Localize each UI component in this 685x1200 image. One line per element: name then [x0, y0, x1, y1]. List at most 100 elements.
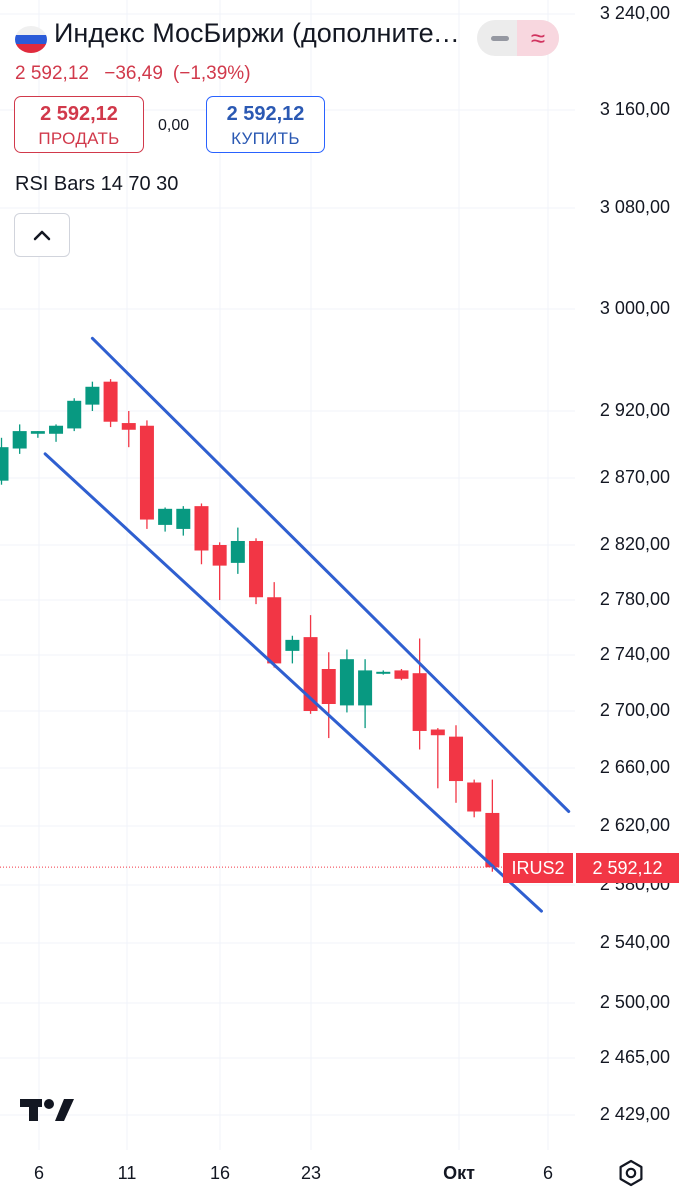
sell-price: 2 592,12 [40, 103, 118, 125]
price-axis-label: 2 820,00 [599, 534, 670, 554]
price-axis-label: 2 920,00 [599, 400, 670, 420]
candle-body [358, 670, 373, 706]
candle-body [212, 545, 227, 566]
candle [176, 506, 191, 536]
candle-body [412, 673, 427, 731]
price-axis-label: 2 870,00 [599, 467, 670, 487]
time-axis-label: 23 [300, 1163, 322, 1183]
candle-body [376, 671, 391, 674]
candle [158, 507, 173, 532]
time-axis-label: 6 [542, 1163, 554, 1183]
candle [194, 503, 209, 565]
candle-body [103, 381, 118, 422]
candle [321, 652, 336, 739]
candle-body [139, 425, 154, 520]
candle-body [485, 812, 500, 868]
candle [49, 424, 64, 442]
candle [85, 381, 100, 411]
candle-body [194, 506, 209, 551]
collapse-legend-button[interactable] [14, 213, 70, 257]
last-price-ticker-tag: IRUS2 [503, 853, 573, 883]
candle [121, 411, 136, 448]
candle [67, 398, 82, 432]
buy-label: КУПИТЬ [231, 129, 300, 148]
candle-body [67, 400, 82, 429]
candle-body [49, 425, 64, 434]
candle [430, 728, 445, 789]
candle [249, 538, 264, 605]
candle-body [85, 386, 100, 405]
price-axis-label: 2 540,00 [599, 932, 670, 952]
time-axis-label: 6 [33, 1163, 45, 1183]
price-axis-label: 2 620,00 [599, 815, 670, 835]
candle-body [12, 431, 27, 449]
candle-body [267, 597, 282, 664]
price-axis-label: 2 660,00 [599, 757, 670, 777]
candle [230, 527, 245, 574]
candle [139, 420, 154, 529]
buy-button[interactable]: 2 592,12 КУПИТЬ [206, 96, 325, 153]
price-axis-label: 3 000,00 [599, 298, 670, 318]
time-axis-label: 11 [117, 1163, 137, 1183]
candle [467, 779, 482, 818]
candle [358, 659, 373, 729]
russia-flag-icon [15, 26, 47, 53]
current-price: 2 592,12 [15, 63, 89, 84]
candle-body [249, 540, 264, 598]
price-axis-label: 3 240,00 [599, 3, 670, 23]
sell-button[interactable]: 2 592,12 ПРОДАТЬ [14, 96, 144, 153]
candle-body [158, 508, 173, 525]
time-axis-label: 16 [209, 1163, 231, 1183]
chart-type-toggle[interactable]: ≈ [477, 20, 559, 56]
candle [449, 725, 463, 803]
channel-upper-line[interactable] [90, 336, 571, 813]
wave-icon[interactable]: ≈ [517, 20, 559, 56]
price-change-pct: (−1,39%) [172, 63, 251, 84]
price-axis-label: 2 780,00 [599, 589, 670, 609]
candle [339, 649, 354, 713]
price-axis-label: 2 429,00 [599, 1104, 670, 1124]
candle [12, 424, 27, 454]
price-axis-label: 2 700,00 [599, 700, 670, 720]
candle-body [430, 729, 445, 736]
spread-value: 0,00 [158, 117, 190, 134]
candle-body [176, 508, 191, 529]
candle-body [30, 431, 45, 434]
price-change: −36,49 [104, 63, 163, 84]
candle-body [394, 670, 409, 679]
time-axis-label: Окт [443, 1163, 475, 1183]
channel-lower-line[interactable] [43, 452, 543, 913]
price-axis-label: 2 500,00 [599, 992, 670, 1012]
sell-label: ПРОДАТЬ [38, 129, 120, 148]
candle [376, 670, 391, 675]
tradingview-logo[interactable] [20, 1097, 74, 1128]
settings-icon[interactable] [616, 1158, 646, 1193]
symbol-title[interactable]: Индекс МосБиржи (дополнительная сессия) [54, 18, 464, 48]
candle [212, 542, 227, 600]
price-axis-label: 3 160,00 [599, 99, 670, 119]
candle [485, 779, 500, 872]
last-price-tag: 2 592,12 [576, 853, 679, 883]
price-summary: 2 592,12 −36,49 (−1,39%) [15, 63, 261, 85]
price-axis-label: 3 080,00 [599, 197, 670, 217]
indicator-legend[interactable]: RSI Bars 14 70 30 [15, 173, 179, 195]
candle-body [467, 782, 482, 812]
candle-body [0, 447, 9, 481]
candle-body [230, 540, 245, 563]
candle [394, 669, 409, 681]
candle [0, 437, 9, 485]
chevron-up-icon [33, 230, 51, 241]
candle-body [303, 637, 318, 711]
price-axis-label: 2 465,00 [599, 1047, 670, 1067]
candle-body [449, 736, 463, 782]
candle [103, 379, 118, 428]
candle [285, 635, 300, 664]
candle [412, 638, 427, 750]
minus-icon[interactable] [491, 36, 509, 41]
candle-body [339, 659, 354, 706]
candle-body [285, 639, 300, 651]
candle-body [321, 669, 336, 704]
candle [30, 431, 45, 438]
candle [267, 582, 282, 668]
